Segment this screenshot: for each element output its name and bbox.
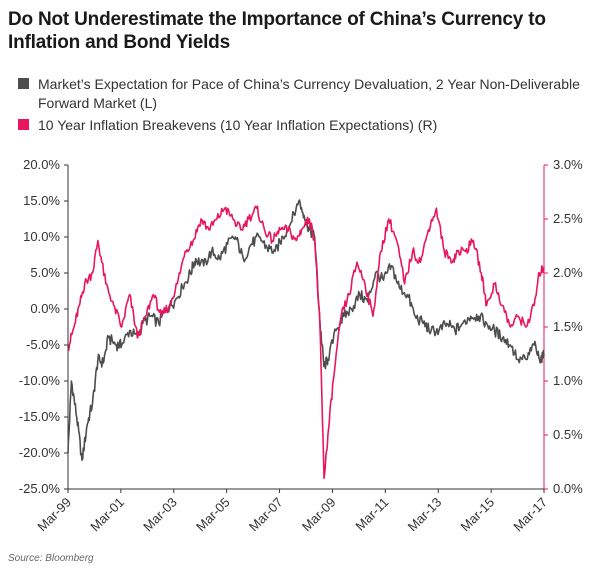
left-tick-label: -5.0% [26,337,60,352]
right-tick-label: 0.0% [553,481,583,496]
left-tick-label: 0.0% [30,301,60,316]
right-tick-label: 2.0% [553,265,583,280]
x-tick-label: Mar-09 [299,495,339,535]
x-tick-label: Mar-99 [34,495,74,535]
legend: Market’s Expectation for Pace of China’s… [18,75,593,138]
left-tick-label: -20.0% [19,445,61,460]
x-tick-label: Mar-05 [193,495,233,535]
x-tick-label: Mar-01 [87,495,127,535]
left-tick-label: -10.0% [19,373,61,388]
right-tick-label: 2.5% [553,211,583,226]
x-tick-label: Mar-13 [405,495,445,535]
x-tick-label: Mar-03 [140,495,180,535]
legend-label-currency: Market’s Expectation for Pace of China’s… [38,76,580,111]
right-tick-label: 0.5% [553,427,583,442]
right-tick-label: 3.0% [553,157,583,172]
left-tick-label: 5.0% [30,265,60,280]
left-tick-label: -25.0% [19,481,61,496]
x-tick-label: Mar-17 [510,495,550,535]
series-line-currency [67,199,545,462]
x-tick-label: Mar-15 [458,495,498,535]
legend-item-breakevens: 10 Year Inflation Breakevens (10 Year In… [18,116,593,135]
legend-swatch-breakevens [18,119,29,130]
legend-swatch-currency [18,78,29,89]
legend-label-breakevens: 10 Year Inflation Breakevens (10 Year In… [38,117,438,133]
chart-title: Do Not Underestimate the Importance of C… [8,9,546,53]
right-tick-label: 1.0% [553,373,583,388]
right-tick-label: 1.5% [553,319,583,334]
left-tick-label: 15.0% [23,193,60,208]
legend-item-currency: Market’s Expectation for Pace of China’s… [18,75,593,113]
left-tick-label: -15.0% [19,409,61,424]
x-tick-label: Mar-07 [246,495,286,535]
left-tick-label: 20.0% [23,157,60,172]
x-tick-label: Mar-11 [352,495,391,534]
source-note: Source: Bloomberg [8,553,94,564]
series-line-breakevens [67,205,545,480]
left-tick-label: 10.0% [23,229,60,244]
